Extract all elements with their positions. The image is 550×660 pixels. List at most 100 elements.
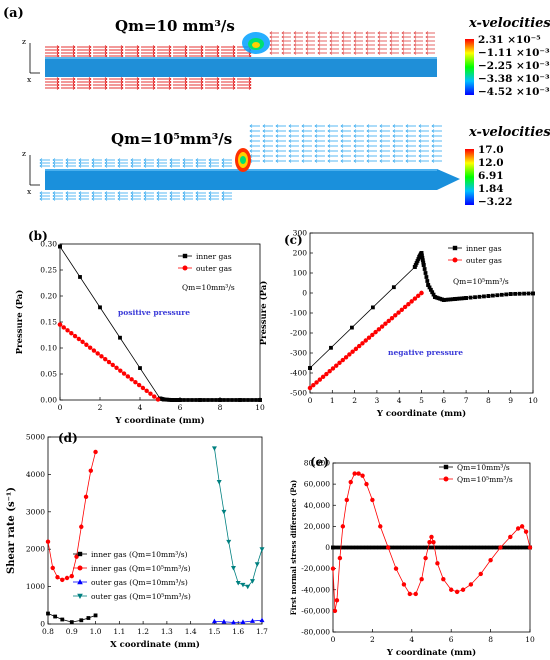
velocity-arrow-head bbox=[431, 159, 435, 163]
velocity-arrow-head bbox=[120, 48, 124, 52]
velocity-arrow-head bbox=[392, 134, 396, 138]
velocity-arrow-head bbox=[262, 159, 266, 163]
velocity-arrow-head bbox=[182, 164, 186, 168]
velocity-arrow-head bbox=[130, 194, 134, 198]
velocity-arrow-head bbox=[216, 86, 220, 90]
data-point bbox=[330, 566, 336, 571]
data-point bbox=[419, 290, 424, 296]
velocity-arrow-head bbox=[143, 191, 147, 195]
data-point bbox=[401, 582, 407, 587]
data-point bbox=[367, 545, 372, 550]
velocity-arrow-head bbox=[418, 124, 422, 128]
velocity-arrow-head bbox=[249, 139, 253, 143]
velocity-arrow-head bbox=[365, 51, 369, 55]
data-point bbox=[420, 253, 424, 258]
velocity-arrow-head bbox=[377, 51, 381, 55]
data-point bbox=[340, 545, 345, 550]
velocity-arrow-head bbox=[262, 144, 266, 148]
velocity-arrow-head bbox=[136, 48, 140, 52]
velocity-arrow-head bbox=[208, 158, 212, 162]
data-point bbox=[462, 545, 467, 550]
x-tick-label: 8 bbox=[218, 403, 223, 412]
velocity-arrow-head bbox=[120, 45, 124, 49]
velocity-arrow-head bbox=[379, 159, 383, 163]
velocity-arrow-head bbox=[314, 129, 318, 133]
data-point bbox=[144, 388, 149, 394]
velocity-arrow-head bbox=[425, 43, 429, 47]
velocity-arrow-head bbox=[377, 47, 381, 51]
data-point bbox=[352, 471, 357, 476]
velocity-arrow-head bbox=[78, 158, 82, 162]
data-point bbox=[103, 356, 108, 362]
data-point bbox=[444, 297, 448, 302]
velocity-arrow-head bbox=[56, 45, 60, 49]
velocity-arrow-head bbox=[184, 45, 188, 49]
data-point bbox=[531, 291, 535, 296]
data-point bbox=[337, 360, 342, 366]
data-point bbox=[69, 331, 74, 336]
velocity-arrow-head bbox=[78, 197, 82, 201]
x-tick-label: 3 bbox=[375, 396, 380, 405]
data-point bbox=[449, 587, 454, 592]
velocity-arrow-head bbox=[353, 159, 357, 163]
velocity-arrow-head bbox=[156, 197, 160, 201]
data-point bbox=[490, 293, 495, 298]
velocity-arrow-head bbox=[72, 83, 76, 87]
data-point bbox=[504, 292, 509, 297]
data-point bbox=[416, 545, 421, 550]
data-point bbox=[499, 292, 504, 297]
data-point bbox=[475, 545, 480, 550]
velocity-arrow-head bbox=[184, 80, 188, 84]
data-point bbox=[84, 342, 89, 347]
velocity-arrow-head bbox=[329, 43, 333, 47]
data-point bbox=[245, 584, 251, 590]
velocity-arrow-head bbox=[301, 139, 305, 143]
velocity-arrow-head bbox=[216, 83, 220, 87]
x-tick-label: 0 bbox=[331, 635, 336, 644]
data-point bbox=[370, 305, 375, 310]
velocity-arrow-head bbox=[413, 35, 417, 39]
data-point bbox=[370, 545, 375, 550]
data-point bbox=[83, 494, 89, 500]
velocity-arrow-head bbox=[392, 144, 396, 148]
velocity-arrow-head bbox=[130, 197, 134, 201]
colorbar-label: −1.11 ×10⁻³ bbox=[478, 47, 550, 59]
velocity-arrow-head bbox=[401, 43, 405, 47]
velocity-arrow-head bbox=[91, 161, 95, 165]
data-point bbox=[78, 275, 82, 279]
data-point bbox=[240, 582, 246, 588]
data-point bbox=[77, 593, 83, 599]
velocity-arrow-head bbox=[152, 86, 156, 90]
x-tick-label: 10 bbox=[525, 635, 535, 644]
velocity-arrow-head bbox=[195, 164, 199, 168]
data-point bbox=[69, 573, 74, 579]
data-point bbox=[422, 267, 427, 271]
velocity-arrow-head bbox=[208, 191, 212, 195]
velocity-arrow-head bbox=[329, 47, 333, 51]
velocity-arrow-head bbox=[379, 134, 383, 138]
axis-x-label-top: x bbox=[27, 75, 32, 84]
data-point bbox=[65, 328, 70, 333]
data-point bbox=[74, 554, 79, 559]
velocity-arrow-head bbox=[288, 144, 292, 148]
data-point bbox=[125, 374, 131, 379]
velocity-arrow-head bbox=[169, 197, 173, 201]
velocity-arrow-head bbox=[340, 134, 344, 138]
velocity-arrow-head bbox=[65, 161, 69, 165]
data-point bbox=[457, 296, 462, 301]
velocity-arrow-head bbox=[262, 124, 266, 128]
velocity-arrow-head bbox=[365, 39, 369, 43]
y-tick-label: -80,000 bbox=[301, 628, 330, 637]
velocity-arrow-head bbox=[249, 134, 253, 138]
data-point bbox=[182, 398, 186, 402]
y-tick-label: 60,000 bbox=[304, 480, 330, 489]
velocity-arrow-head bbox=[120, 80, 124, 84]
velocity-arrow-head bbox=[104, 158, 108, 162]
series-line bbox=[214, 448, 263, 588]
y-tick-label: 4000 bbox=[26, 470, 45, 479]
velocity-arrow-head bbox=[120, 51, 124, 55]
data-point bbox=[344, 497, 349, 503]
velocity-arrow-head bbox=[156, 164, 160, 168]
data-point bbox=[69, 620, 74, 625]
data-point bbox=[138, 366, 142, 370]
